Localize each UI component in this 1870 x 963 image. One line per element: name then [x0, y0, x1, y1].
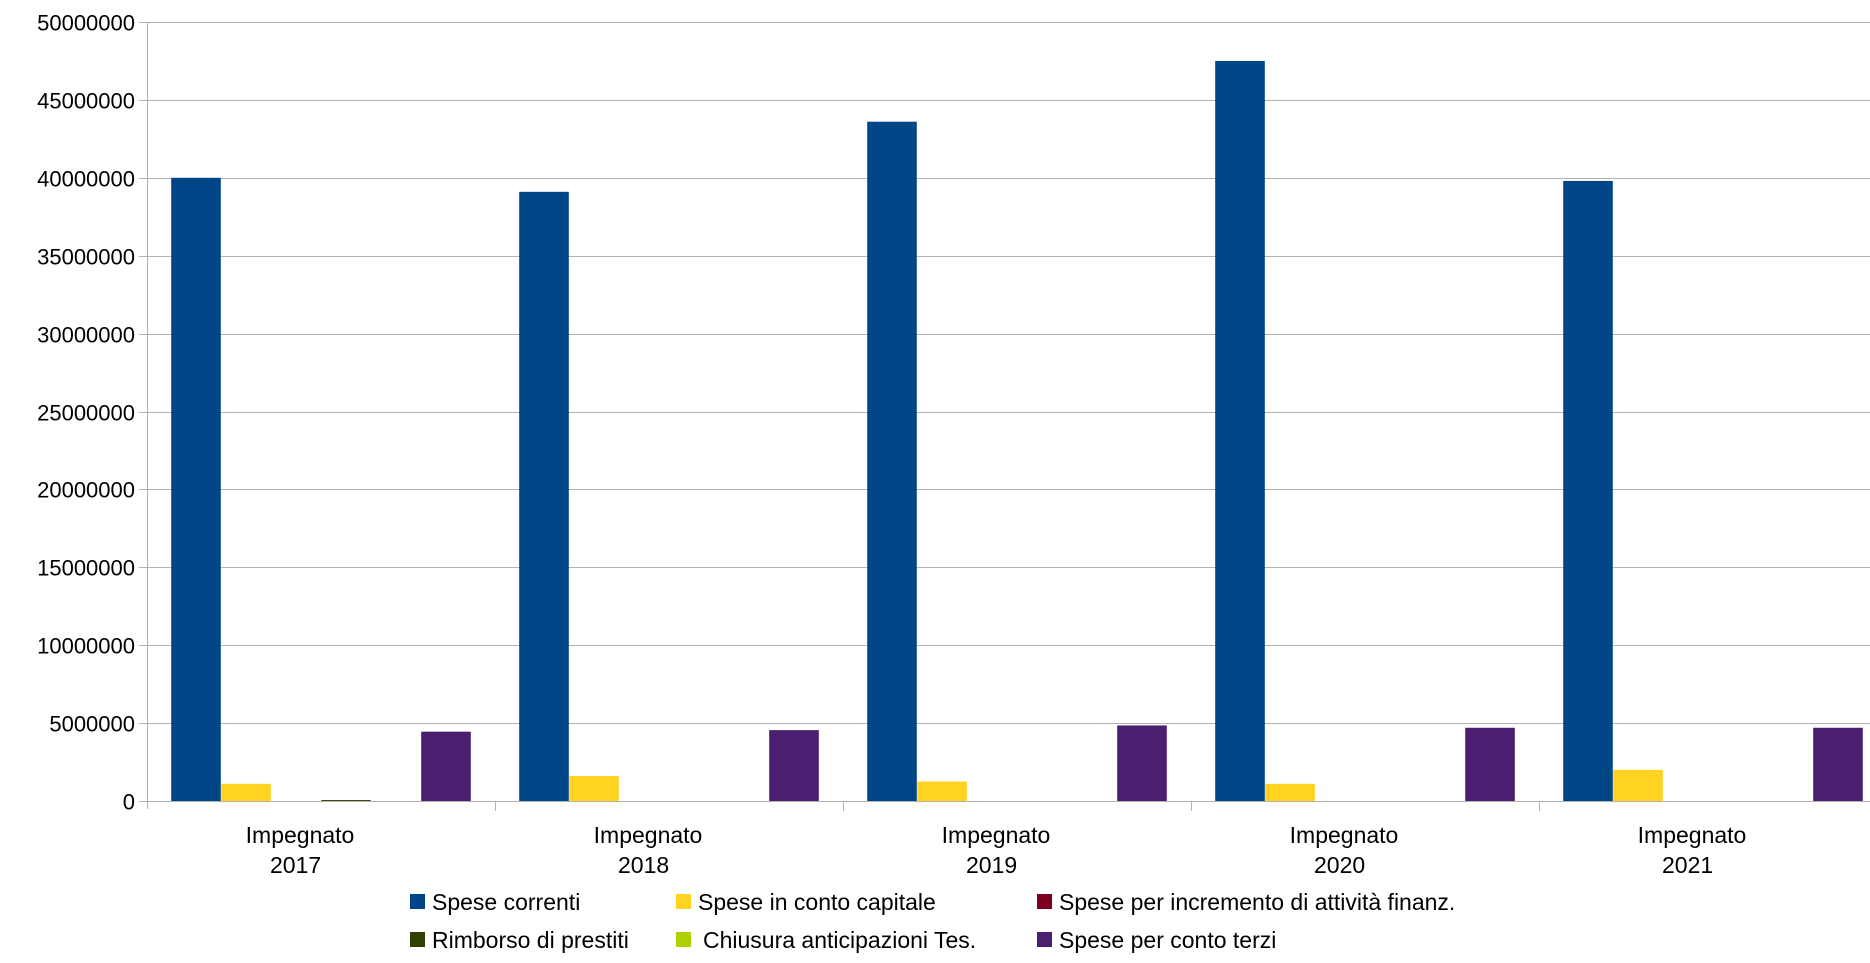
- bars: [171, 60, 1863, 802]
- bar: [1563, 180, 1613, 801]
- bar: [769, 730, 819, 801]
- bar: [1265, 783, 1315, 801]
- y-tick-label: 0: [123, 790, 135, 815]
- legend-label: Spese in conto capitale: [698, 889, 936, 915]
- y-tick-label: 15000000: [37, 556, 135, 581]
- y-tick-label: 50000000: [37, 11, 135, 36]
- legend-swatch: [1037, 894, 1052, 909]
- y-tick-label: 45000000: [37, 89, 135, 114]
- y-tick-label: 25000000: [37, 401, 135, 426]
- x-tick-label: 2018: [618, 852, 669, 878]
- gridlines: [147, 22, 1870, 724]
- legend-item: Spese per conto terzi: [1037, 927, 1276, 953]
- legend-item: Rimborso di prestiti: [410, 927, 629, 953]
- y-tick-label: 40000000: [37, 167, 135, 192]
- legend-swatch: [676, 894, 691, 909]
- legend-item: Spese correnti: [410, 889, 580, 915]
- legend-label: Rimborso di prestiti: [432, 927, 629, 953]
- y-tick-label: 30000000: [37, 323, 135, 348]
- x-tick-label: Impegnato: [1638, 822, 1747, 848]
- bar: [321, 800, 371, 801]
- bar: [1813, 727, 1863, 801]
- legend-item: Spese in conto capitale: [676, 889, 936, 915]
- x-tick-label: 2021: [1662, 852, 1713, 878]
- x-tick-label: 2017: [270, 852, 321, 878]
- legend-swatch: [676, 932, 691, 947]
- bar: [917, 781, 967, 801]
- axes: [139, 22, 1870, 811]
- bar: [1465, 727, 1515, 801]
- x-tick-label: Impegnato: [1290, 822, 1399, 848]
- bar: [421, 731, 471, 801]
- x-tick-label: 2020: [1314, 852, 1365, 878]
- y-tick-label: 10000000: [37, 634, 135, 659]
- y-tick-label: 35000000: [37, 245, 135, 270]
- legend-label: Spese per conto terzi: [1059, 927, 1276, 953]
- legend: Spese correnti Spese in conto capitale Spe…: [410, 889, 1455, 953]
- bar: [867, 121, 917, 802]
- y-tick-label: 5000000: [49, 712, 135, 737]
- x-tick-label: Impegnato: [942, 822, 1051, 848]
- legend-swatch: [1037, 932, 1052, 947]
- x-tick-label: Impegnato: [594, 822, 703, 848]
- legend-label: Spese correnti: [432, 889, 580, 915]
- bar: [519, 191, 569, 801]
- bar: [1613, 769, 1663, 801]
- legend-item: Spese per incremento di attività finanz.: [1037, 889, 1455, 915]
- legend-swatch: [410, 894, 425, 909]
- bar: [1215, 60, 1265, 801]
- bar: [1117, 725, 1167, 801]
- legend-label: Chiusura anticipazioni Tes.: [703, 927, 976, 953]
- y-tick-label: 20000000: [37, 478, 135, 503]
- y-axis-tick-labels: 0 5000000 10000000 15000000 20000000 25000000…: [37, 11, 135, 815]
- bar: [171, 177, 221, 802]
- legend-item: Chiusura anticipazioni Tes.: [676, 927, 976, 953]
- x-tick-label: 2019: [966, 852, 1017, 878]
- bar: [221, 783, 271, 801]
- bar: [569, 776, 619, 801]
- legend-label: Spese per incremento di attività finanz.: [1059, 889, 1455, 915]
- x-axis-tick-labels: Impegnato 2017 Impegnato 2018 Impegnato 2019 I…: [246, 822, 1747, 878]
- legend-swatch: [410, 932, 425, 947]
- x-tick-label: Impegnato: [246, 822, 355, 848]
